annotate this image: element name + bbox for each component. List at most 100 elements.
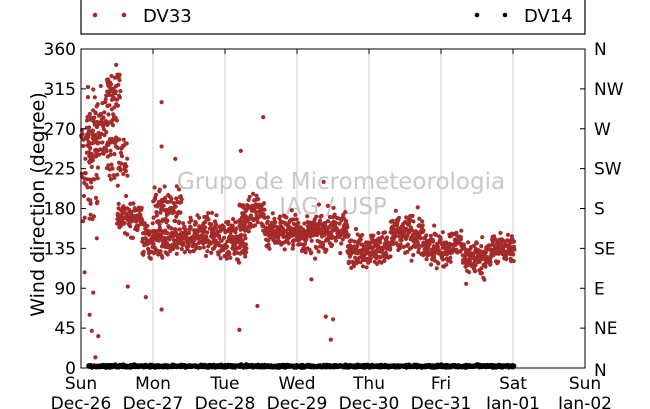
dv33-point [241,205,246,210]
dv33-point [346,259,351,264]
dv33-point [340,237,345,242]
axis-ticks [80,48,586,369]
dv33-point [118,89,123,94]
dv33-point [214,226,219,231]
dv33-point [90,136,95,141]
dv33-point [415,205,420,210]
dv33-point [323,314,328,319]
dv33-point [289,208,294,213]
dv33-point [234,226,239,231]
x-tick-label-date: Dec-26 [51,394,112,409]
dv33-point [109,82,114,87]
dv33-point [188,225,193,230]
dv33-point [157,187,162,192]
dv33-point [130,235,135,240]
dv33-point [433,232,438,237]
dv33-point [303,250,308,255]
x-tick-label-date: Dec-28 [195,394,256,409]
dv33-point [330,317,336,322]
dv33-point [229,228,234,233]
dv33-point [154,229,159,234]
dv33-point [393,234,398,239]
legend-marker-dv33 [92,12,98,18]
dv33-point [171,237,176,243]
dv33-point [218,256,223,261]
dv33-point [416,246,421,251]
legend: DV33 DV14 [80,0,586,35]
dv33-point [88,146,93,151]
dv33-point [85,95,91,100]
dv33-point [244,250,249,255]
dv33-point [88,212,93,217]
dv33-point [172,209,177,214]
legend-marker-dv14 [502,12,508,18]
dv33-point [319,213,324,218]
dv33-point [98,112,103,117]
x-tick-label-day: Sat [499,374,527,394]
dv33-point [374,256,379,261]
compass-tick-label: S [594,200,605,220]
dv33-point [435,244,440,249]
dv33-point [251,191,256,196]
y-tick-label: 270 [44,120,76,140]
compass-tick-label: NW [594,80,624,100]
dv33-point [286,241,291,246]
compass-tick-label: W [594,120,611,140]
dv33-point [88,201,93,206]
dv33-point [483,264,488,269]
legend-entry-dv14: DV14 [474,6,573,27]
dv33-point [148,256,153,261]
dv33-point [273,220,278,225]
legend-entry-dv33: DV33 [92,6,192,27]
dv33-point [203,253,209,259]
dv33-point [90,128,95,133]
dv33-point [117,78,122,83]
dv33-point [151,215,156,220]
dv33-point [221,224,226,230]
y-tick-label: 225 [44,160,76,180]
dv33-point [333,220,338,225]
dv33-point [410,213,415,218]
dv33-point [179,197,184,202]
dv33-point [101,127,106,132]
dv33-point [261,201,267,206]
y-tick-label: 90 [54,279,76,299]
dv33-point [92,95,97,100]
dv33-point [324,247,329,252]
dv33-point [265,215,271,220]
dv33-point [397,246,402,251]
dv33-point [237,327,242,332]
y-tick-label: 0 [65,359,76,379]
dv33-point [109,73,114,79]
compass-tick-label: SW [594,160,622,180]
dv33-point [102,110,107,115]
dv33-point [499,237,505,242]
dv33-point [224,256,229,261]
dv33-point [428,262,434,267]
dv33-point [374,252,379,258]
dv33-point [266,238,271,243]
dv33-point [296,220,301,226]
legend-label-dv33: DV33 [143,6,192,27]
dv33-point [159,232,164,237]
dv33-point [364,265,369,270]
dv33-point [95,199,100,204]
dv33-point [197,246,202,251]
dv33-point [97,152,102,157]
dv33-point [405,249,410,254]
dv33-point [253,209,258,214]
dv33-point [253,223,258,228]
dv33-point [93,133,98,138]
x-tick-label-day: Wed [278,374,315,394]
dv33-point [411,252,416,258]
dv33-point [115,103,121,108]
dv33-point [113,91,118,96]
dv33-point [114,135,119,140]
dv33-point [244,246,249,251]
dv33-point [380,235,385,240]
legend-label-dv14: DV14 [524,6,573,27]
dv33-point [103,119,108,124]
dv33-point [158,210,163,215]
dv33-point [163,216,168,222]
dv33-point [472,243,477,248]
